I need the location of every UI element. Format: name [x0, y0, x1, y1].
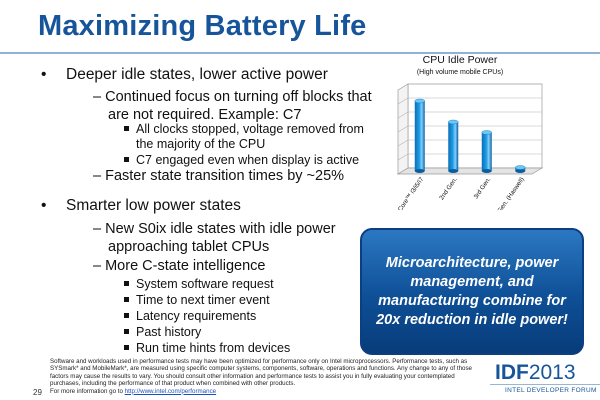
bullet-idle-states: Deeper idle states, lower active power [66, 66, 328, 83]
chart-subtitle: (High volume mobile CPUs) [417, 69, 503, 76]
disclaimer-more: For more information go to [50, 387, 125, 395]
idf-logo: IDF2013 [495, 361, 576, 385]
footer-divider [490, 384, 600, 385]
item-latency: Latency requirements [136, 309, 257, 323]
chart-bar-base [515, 169, 526, 173]
square-bullet-icon [124, 345, 129, 350]
page-number: 29 [33, 388, 42, 397]
chart-gridline-side [397, 125, 409, 133]
item-run-time-hints: Run time hints from devices [136, 341, 291, 355]
sub-bullet-turning-off-blocks: – Continued focus on turning off blocks … [93, 89, 372, 105]
chart-category-labels: Intel® Core™ i3/i5/i7 2nd Gen. 3rd Gen.4th… [385, 175, 526, 228]
item-past-history: Past history [136, 325, 202, 339]
chart-bar [414, 98, 425, 173]
performance-link[interactable]: http://www.intel.com/performance [124, 387, 217, 395]
square-bullet-icon [124, 157, 129, 162]
chart-bar-body [448, 122, 459, 171]
chart-bar [481, 130, 492, 173]
idf-logo-year: 2013 [528, 361, 576, 384]
chart-category-label: Intel® Core™ i3/i5/i7 [385, 175, 425, 210]
sub-bullet-c-state: – More C-state intelligence [93, 258, 266, 274]
sub-bullet-s0ix-cont: approaching tablet CPUs [108, 239, 270, 255]
disclaimer: Software and workloads used in performan… [50, 358, 480, 395]
chart-category-label: 4th Gen. (Haswell) [490, 176, 526, 210]
callout-box: Microarchitecture, power management, and… [360, 228, 584, 355]
chart-category-label: 3rd Gen. [473, 176, 493, 200]
chart-bar-top [515, 165, 526, 170]
square-bullet-icon [124, 329, 129, 334]
sub-bullet-transition-times: – Faster state transition times by ~25% [93, 168, 345, 184]
item-clocks-stopped: All clocks stopped, voltage removed from [136, 122, 364, 136]
chart-floor [396, 167, 544, 175]
chart-grid [397, 97, 542, 161]
chart-bar-body [481, 132, 492, 171]
square-bullet-icon [124, 281, 129, 286]
disclaimer-text: Software and workloads used in performan… [50, 358, 472, 388]
bullet-smarter-low-power: Smarter low power states [66, 197, 241, 214]
chart-bar-top [448, 119, 459, 125]
chart-bar [515, 165, 526, 173]
sub-bullet-s0ix: – New S0ix idle states with idle power [93, 221, 336, 237]
sub-bullet-turning-off-blocks-cont: are not required. Example: C7 [108, 107, 302, 123]
chart-bar-base [448, 169, 459, 173]
chart-gridline-side [397, 97, 409, 105]
chart-title: CPU Idle Power [423, 54, 498, 66]
chart-bar [448, 119, 459, 173]
title-divider [0, 52, 600, 54]
chart-canvas: CPU Idle Power (High volume mobile CPUs)… [385, 54, 544, 228]
chart-bar-top [414, 98, 425, 104]
forum-name: INTEL DEVELOPER FORUM [505, 387, 597, 394]
square-bullet-icon [124, 126, 129, 131]
chart-gridline-side [397, 111, 409, 119]
callout-text: Microarchitecture, power management, and… [376, 254, 568, 328]
chart-category-label: 2nd Gen. [438, 176, 459, 201]
item-clocks-stopped-cont: the majority of the CPU [136, 137, 266, 151]
item-c7-display: C7 engaged even when display is active [136, 153, 360, 167]
chart-gridline-side [397, 153, 409, 161]
chart-bar-body [414, 101, 425, 171]
chart-bar-base [414, 169, 425, 173]
chart-gridline-side [397, 139, 409, 147]
bullet-dot-icon: • [41, 66, 47, 83]
chart-bar-top [481, 130, 492, 135]
idf-logo-text: IDF [495, 361, 529, 384]
square-bullet-icon [124, 297, 129, 302]
slide-title: Maximizing Battery Life [38, 10, 367, 42]
chart-bars [414, 98, 526, 173]
bullet-dot-icon: • [41, 197, 47, 214]
item-system-software: System software request [136, 277, 274, 291]
cpu-idle-power-chart: CPU Idle Power (High volume mobile CPUs)… [362, 50, 562, 228]
item-next-timer: Time to next timer event [136, 293, 270, 307]
chart-bar-base [481, 169, 492, 173]
square-bullet-icon [124, 313, 129, 318]
